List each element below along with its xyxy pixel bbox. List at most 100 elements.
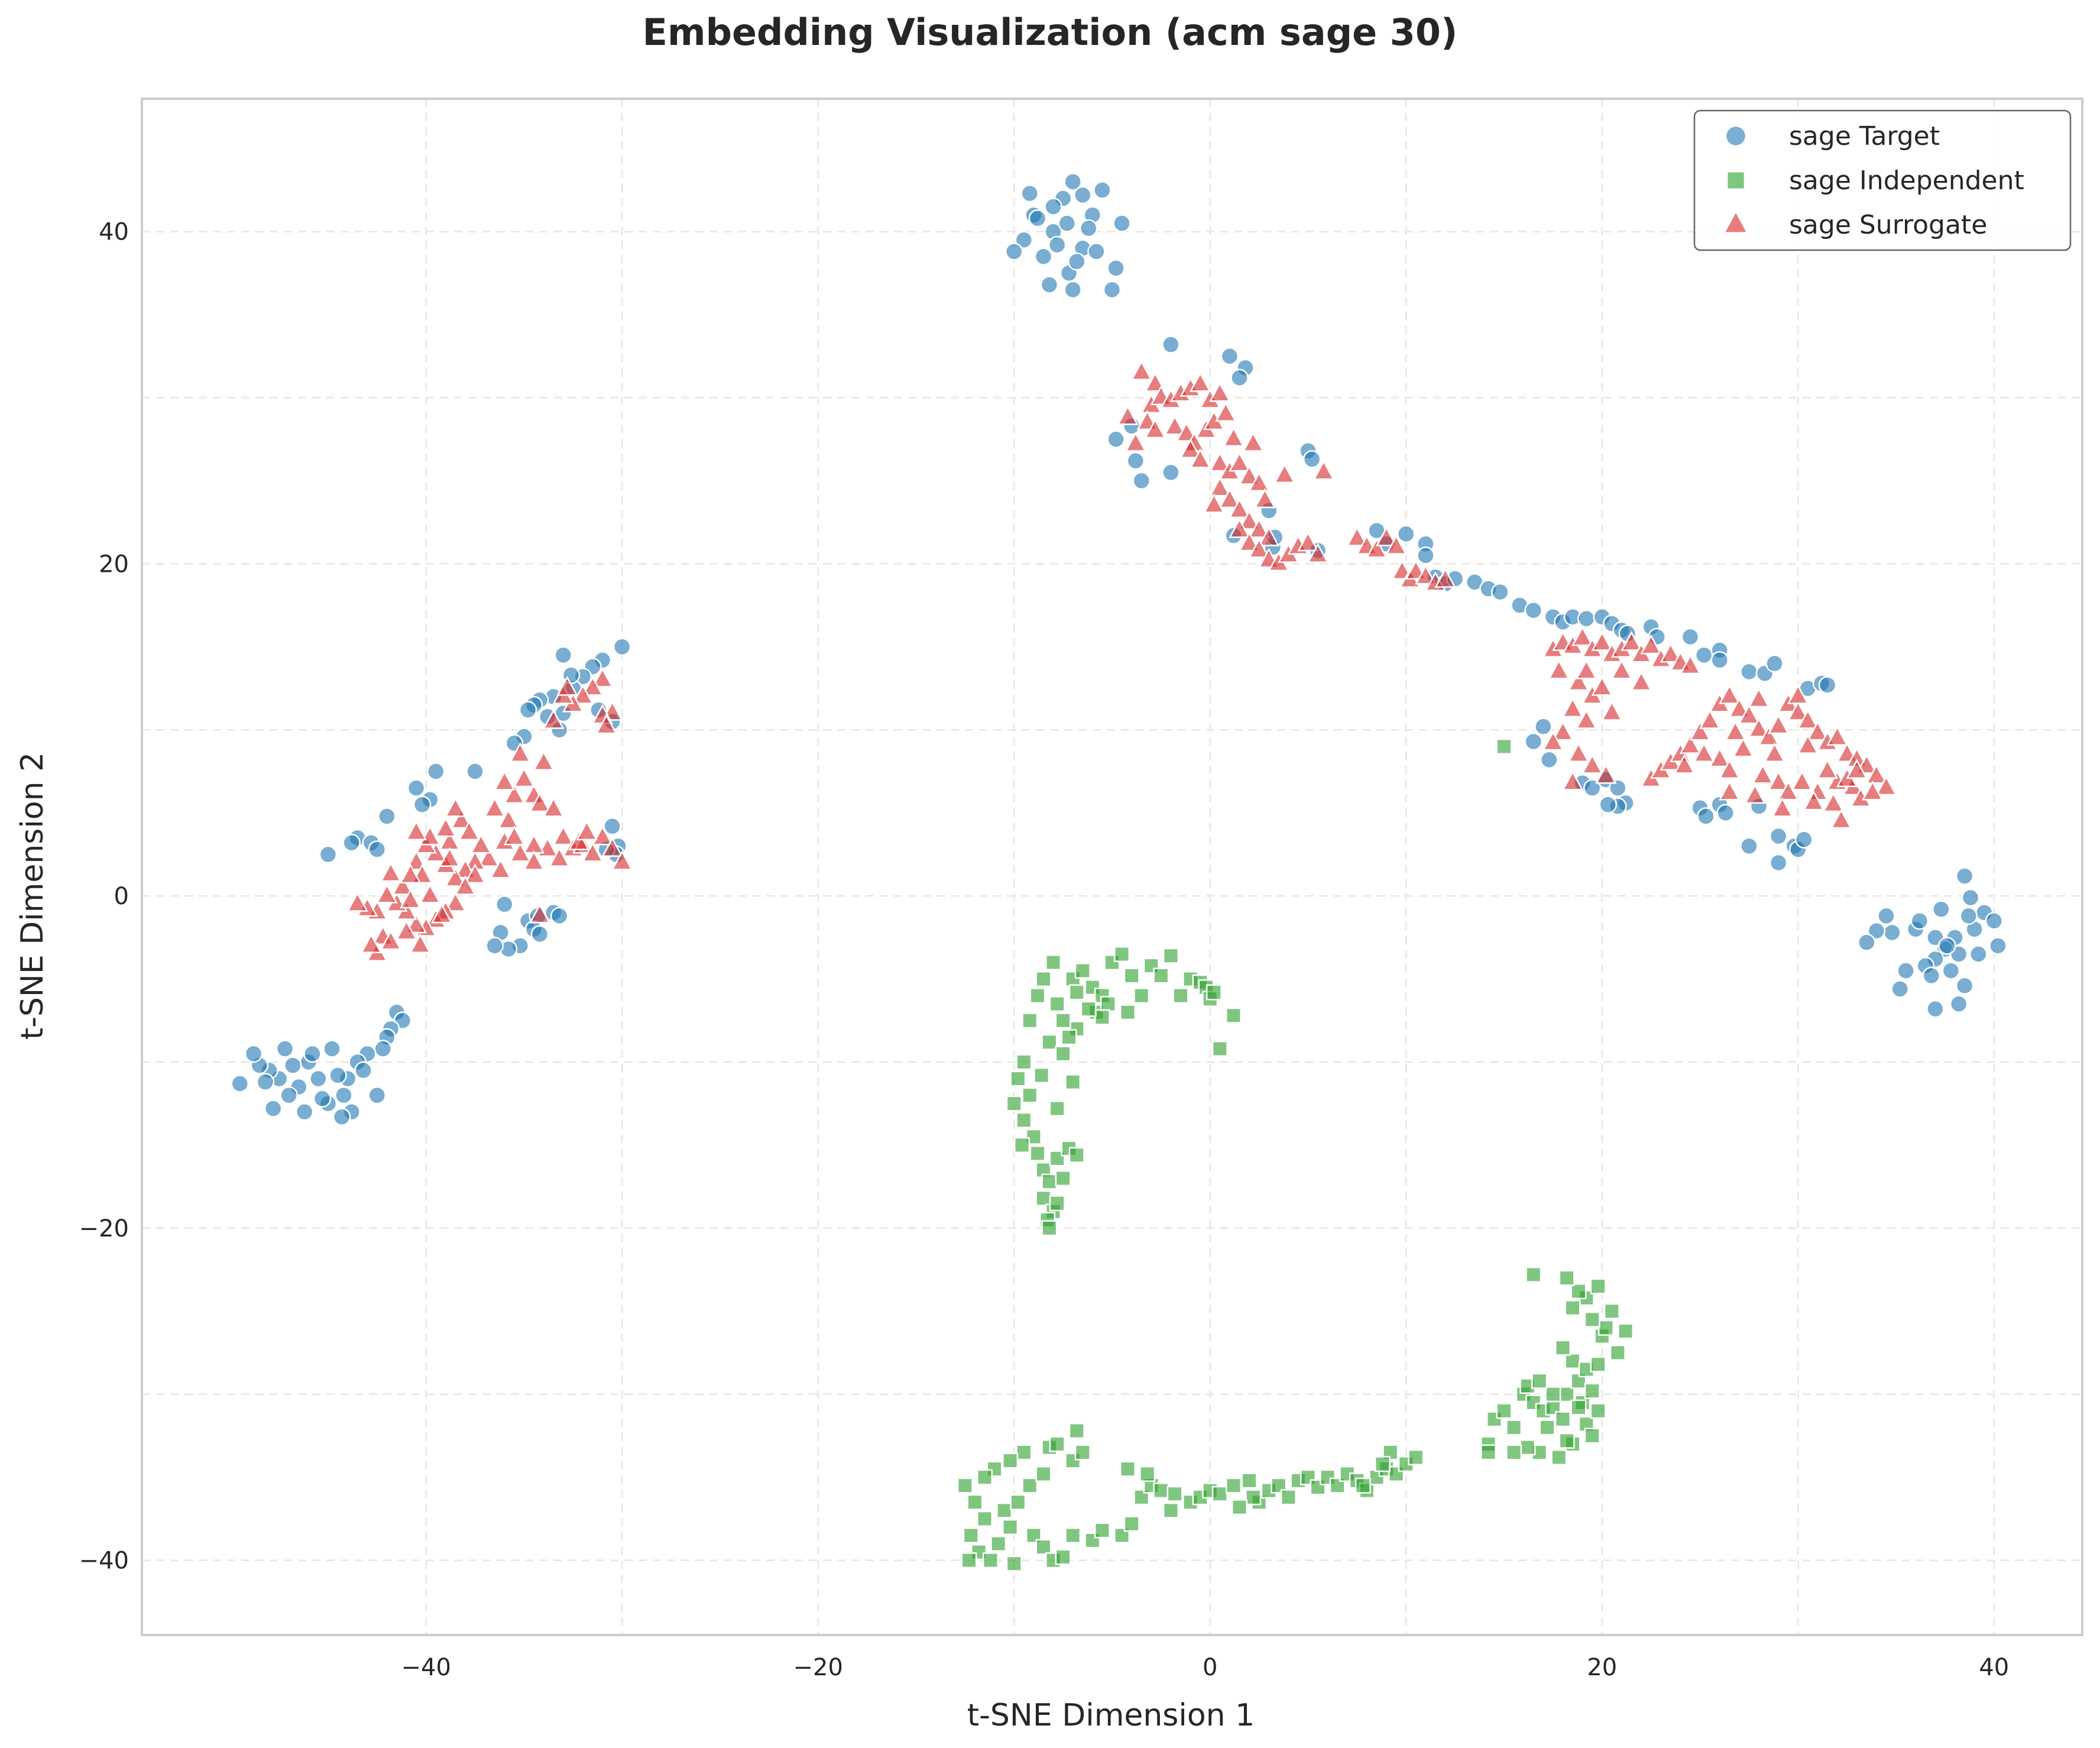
- data-point: [582, 841, 604, 862]
- data-point: [518, 701, 537, 719]
- data-point: [1496, 1403, 1512, 1419]
- data-point: [1144, 371, 1166, 392]
- data-point: [1231, 1499, 1247, 1516]
- data-point: [611, 850, 633, 870]
- data-point: [1374, 1456, 1391, 1472]
- data-point: [1016, 1444, 1032, 1461]
- data-point: [1035, 971, 1052, 988]
- data-point: [1748, 717, 1770, 737]
- data-point: [1883, 923, 1901, 942]
- data-point: [1758, 726, 1780, 746]
- data-point: [1732, 737, 1754, 758]
- data-point: [1830, 808, 1852, 829]
- data-point: [1564, 1300, 1581, 1316]
- data-point: [1273, 463, 1295, 484]
- data-point: [1621, 631, 1642, 651]
- data-point: [1310, 1479, 1326, 1495]
- data-point: [1926, 999, 1945, 1018]
- data-point: [523, 833, 545, 854]
- data-point: [1074, 1444, 1091, 1461]
- data-point: [1660, 642, 1682, 663]
- data-point: [1719, 780, 1741, 801]
- data-point: [1558, 1386, 1575, 1403]
- data-point: [1561, 771, 1584, 791]
- data-point: [1130, 360, 1152, 380]
- legend-label: sage Independent: [1789, 166, 2024, 196]
- data-point: [1584, 1383, 1600, 1399]
- data-point: [595, 714, 617, 734]
- data-point: [427, 762, 445, 781]
- data-point: [1597, 1319, 1614, 1336]
- y-tick-label: −20: [79, 1215, 129, 1242]
- data-point: [1041, 1173, 1058, 1190]
- data-point: [276, 1040, 294, 1058]
- data-point: [1238, 465, 1260, 485]
- data-point: [1877, 907, 1895, 925]
- data-point: [368, 840, 387, 859]
- series-2: [346, 360, 1897, 962]
- data-point: [1506, 1419, 1522, 1436]
- data-point: [503, 784, 526, 804]
- data-point: [1058, 214, 1077, 232]
- data-point: [419, 883, 441, 904]
- data-point: [1558, 1270, 1575, 1286]
- data-point: [1205, 984, 1222, 1001]
- data-point: [391, 875, 414, 895]
- data-point: [1041, 1220, 1058, 1236]
- data-point: [1123, 967, 1140, 984]
- data-point: [1771, 797, 1793, 817]
- data-point: [542, 797, 565, 817]
- data-point: [967, 1494, 983, 1510]
- data-point: [1068, 984, 1085, 1001]
- data-point: [1074, 186, 1092, 205]
- data-point: [1769, 853, 1788, 872]
- data-point: [1211, 1485, 1228, 1502]
- data-point: [1153, 967, 1169, 984]
- data-point: [1229, 451, 1250, 472]
- data-point: [1035, 1539, 1052, 1555]
- data-point: [1417, 546, 1435, 565]
- data-point: [1312, 459, 1335, 480]
- data-point: [1858, 933, 1876, 952]
- data-point: [530, 925, 549, 944]
- data-point: [509, 742, 532, 762]
- data-point: [378, 807, 396, 826]
- data-point: [396, 920, 417, 940]
- data-point: [1506, 1444, 1522, 1461]
- data-point: [1910, 912, 1929, 930]
- data-point: [1548, 659, 1570, 679]
- data-point: [329, 1066, 347, 1085]
- data-point: [533, 750, 555, 771]
- data-point: [1554, 1411, 1571, 1427]
- data-point: [556, 675, 578, 696]
- data-point: [1558, 1432, 1575, 1449]
- data-point: [1787, 701, 1809, 721]
- data-point: [990, 1536, 1007, 1552]
- data-point: [1826, 726, 1848, 746]
- data-point: [1932, 900, 1950, 918]
- data-point: [1748, 687, 1770, 708]
- data-point: [1248, 471, 1270, 492]
- data-point: [1006, 1095, 1022, 1112]
- data-point: [1719, 759, 1741, 779]
- data-point: [466, 762, 484, 781]
- data-point: [1862, 780, 1884, 801]
- data-point: [309, 1069, 328, 1088]
- data-point: [1725, 720, 1746, 741]
- data-point: [1640, 634, 1662, 655]
- data-point: [1124, 432, 1146, 452]
- legend-marker: [1726, 170, 1746, 190]
- data-point: [1126, 452, 1145, 470]
- data-point: [1519, 1439, 1536, 1456]
- data-point: [303, 1044, 322, 1063]
- data-point: [1300, 1469, 1317, 1485]
- data-point: [464, 863, 486, 883]
- data-point: [1797, 734, 1819, 754]
- data-point: [961, 1552, 977, 1569]
- data-point: [1561, 697, 1584, 718]
- data-point: [1542, 730, 1564, 751]
- data-point: [1055, 1045, 1071, 1062]
- data-point: [409, 933, 431, 953]
- data-point: [1016, 1112, 1032, 1128]
- data-point: [405, 850, 427, 870]
